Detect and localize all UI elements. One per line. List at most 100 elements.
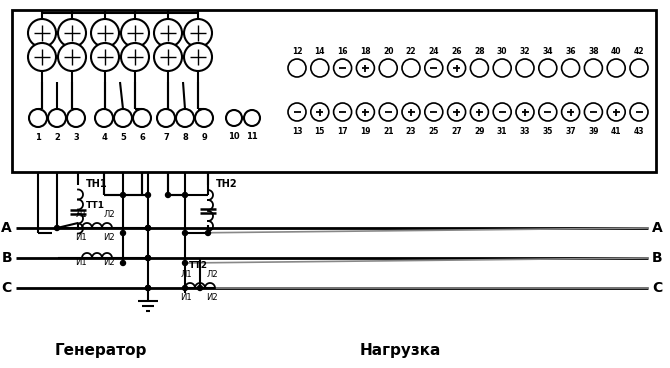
Circle shape xyxy=(206,230,210,236)
Text: 38: 38 xyxy=(588,47,599,56)
Circle shape xyxy=(176,109,194,127)
Circle shape xyxy=(630,59,648,77)
Circle shape xyxy=(311,103,329,121)
Text: A: A xyxy=(1,221,12,235)
Circle shape xyxy=(379,59,397,77)
Circle shape xyxy=(182,192,188,198)
Circle shape xyxy=(145,192,151,198)
Circle shape xyxy=(356,59,375,77)
Circle shape xyxy=(121,192,125,198)
Text: 12: 12 xyxy=(291,47,302,56)
Text: C: C xyxy=(2,281,12,295)
Text: И2: И2 xyxy=(103,258,115,267)
Text: 29: 29 xyxy=(474,127,484,136)
Text: 36: 36 xyxy=(565,47,576,56)
Circle shape xyxy=(448,103,466,121)
Circle shape xyxy=(145,286,151,290)
Circle shape xyxy=(607,103,625,121)
Bar xyxy=(12,10,656,172)
Text: TH2: TH2 xyxy=(216,179,238,189)
Circle shape xyxy=(448,59,466,77)
Circle shape xyxy=(182,230,188,236)
Text: 28: 28 xyxy=(474,47,484,56)
Text: 19: 19 xyxy=(360,127,371,136)
Circle shape xyxy=(145,255,151,261)
Text: 16: 16 xyxy=(338,47,348,56)
Circle shape xyxy=(402,103,420,121)
Circle shape xyxy=(121,43,149,71)
Text: 5: 5 xyxy=(120,133,126,142)
Circle shape xyxy=(145,226,151,230)
Circle shape xyxy=(165,192,170,198)
Text: 25: 25 xyxy=(429,127,439,136)
Circle shape xyxy=(28,43,56,71)
Text: 18: 18 xyxy=(360,47,371,56)
Circle shape xyxy=(425,59,443,77)
Circle shape xyxy=(195,109,213,127)
Circle shape xyxy=(145,226,151,230)
Circle shape xyxy=(311,59,329,77)
Text: 8: 8 xyxy=(182,133,188,142)
Text: B: B xyxy=(652,251,663,265)
Text: 1: 1 xyxy=(35,133,41,142)
Circle shape xyxy=(539,103,557,121)
Circle shape xyxy=(630,103,648,121)
Circle shape xyxy=(184,43,212,71)
Circle shape xyxy=(379,103,397,121)
Text: И1: И1 xyxy=(75,233,87,242)
Text: 39: 39 xyxy=(588,127,599,136)
Circle shape xyxy=(114,109,132,127)
Circle shape xyxy=(516,59,534,77)
Circle shape xyxy=(244,110,260,126)
Text: 11: 11 xyxy=(246,132,258,141)
Text: И2: И2 xyxy=(103,233,115,242)
Circle shape xyxy=(516,103,534,121)
Circle shape xyxy=(67,109,85,127)
Text: 14: 14 xyxy=(314,47,325,56)
Text: 27: 27 xyxy=(452,127,462,136)
Text: 3: 3 xyxy=(73,133,79,142)
Text: 24: 24 xyxy=(429,47,439,56)
Text: TH1: TH1 xyxy=(86,179,108,189)
Circle shape xyxy=(226,110,242,126)
Circle shape xyxy=(425,103,443,121)
Text: 34: 34 xyxy=(543,47,553,56)
Circle shape xyxy=(182,261,188,265)
Text: 31: 31 xyxy=(497,127,507,136)
Circle shape xyxy=(121,19,149,47)
Text: 21: 21 xyxy=(383,127,393,136)
Text: 20: 20 xyxy=(383,47,393,56)
Circle shape xyxy=(288,103,306,121)
Circle shape xyxy=(48,109,66,127)
Circle shape xyxy=(91,43,119,71)
Circle shape xyxy=(58,19,86,47)
Circle shape xyxy=(184,19,212,47)
Text: 13: 13 xyxy=(291,127,302,136)
Circle shape xyxy=(54,226,60,230)
Circle shape xyxy=(334,59,352,77)
Text: B: B xyxy=(1,251,12,265)
Text: 35: 35 xyxy=(543,127,553,136)
Circle shape xyxy=(584,103,602,121)
Text: Нагрузка: Нагрузка xyxy=(360,343,442,357)
Text: Л2: Л2 xyxy=(206,270,218,279)
Circle shape xyxy=(198,286,202,290)
Text: 9: 9 xyxy=(201,133,207,142)
Text: 4: 4 xyxy=(101,133,107,142)
Text: И1: И1 xyxy=(75,258,87,267)
Circle shape xyxy=(145,255,151,261)
Circle shape xyxy=(539,59,557,77)
Circle shape xyxy=(493,103,511,121)
Circle shape xyxy=(493,59,511,77)
Circle shape xyxy=(154,43,182,71)
Text: TT1: TT1 xyxy=(86,201,105,210)
Text: 10: 10 xyxy=(228,132,240,141)
Circle shape xyxy=(58,43,86,71)
Circle shape xyxy=(356,103,375,121)
Text: 26: 26 xyxy=(452,47,462,56)
Text: 42: 42 xyxy=(634,47,645,56)
Circle shape xyxy=(121,261,125,265)
Circle shape xyxy=(154,19,182,47)
Text: 37: 37 xyxy=(565,127,576,136)
Text: 43: 43 xyxy=(634,127,645,136)
